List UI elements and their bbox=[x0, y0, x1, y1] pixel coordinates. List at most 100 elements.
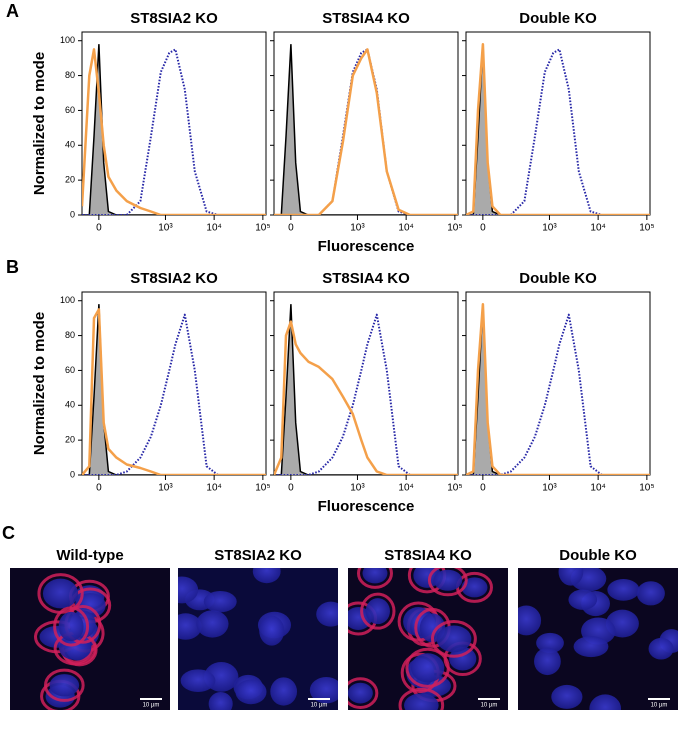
nucleus bbox=[589, 694, 622, 710]
scale-bar-label: 10 µm bbox=[311, 703, 328, 709]
scale-bar bbox=[140, 698, 162, 700]
nucleus bbox=[348, 682, 373, 704]
y-tick-label: 60 bbox=[65, 105, 75, 115]
cell-membrane bbox=[398, 687, 445, 710]
chart-title: ST8SIA4 KO bbox=[322, 10, 410, 27]
x-tick-label: 10⁴ bbox=[398, 223, 413, 234]
filled-histogram bbox=[274, 304, 458, 475]
nucleus bbox=[534, 647, 561, 676]
x-tick-label: 0 bbox=[96, 223, 102, 234]
nucleus bbox=[568, 589, 598, 610]
cells bbox=[34, 573, 112, 710]
x-tick-label: 0 bbox=[480, 483, 486, 494]
x-axis-label: Fluorescence bbox=[318, 498, 415, 515]
scale-bar-label: 10 µm bbox=[143, 703, 160, 709]
scale-bar-label: 10 µm bbox=[481, 703, 498, 709]
plot-frame bbox=[465, 31, 651, 216]
chart-title: Double KO bbox=[519, 270, 597, 287]
y-tick-label: 60 bbox=[65, 365, 75, 375]
cell-membrane bbox=[360, 592, 396, 630]
nucleus bbox=[178, 576, 199, 604]
y-tick-label: 80 bbox=[65, 70, 75, 80]
x-tick-label: 10⁴ bbox=[590, 483, 605, 494]
chart-title: Double KO bbox=[519, 10, 597, 27]
nucleus bbox=[58, 611, 84, 642]
y-tick-label: 0 bbox=[70, 209, 75, 219]
image-title: ST8SIA4 KO bbox=[384, 547, 472, 564]
nucleus bbox=[316, 601, 338, 627]
panel-label: B bbox=[6, 257, 19, 277]
y-tick-label: 100 bbox=[60, 295, 75, 305]
filled-histogram bbox=[82, 304, 266, 475]
y-tick-label: 100 bbox=[60, 35, 75, 45]
nucleus bbox=[309, 676, 338, 704]
x-tick-label: 0 bbox=[288, 223, 294, 234]
x-tick-label: 10⁴ bbox=[206, 223, 221, 234]
histogram-line bbox=[274, 48, 458, 215]
nucleus bbox=[203, 590, 237, 613]
x-tick-label: 10⁴ bbox=[398, 483, 413, 494]
scale-bar bbox=[308, 698, 330, 700]
nucleus bbox=[536, 632, 564, 654]
histogram-line bbox=[82, 48, 266, 215]
y-tick-label: 20 bbox=[65, 175, 75, 185]
x-tick-label: 10⁴ bbox=[590, 223, 605, 234]
x-tick-label: 10⁵ bbox=[639, 483, 654, 494]
nucleus bbox=[636, 581, 665, 606]
plot-frame bbox=[273, 291, 459, 476]
scale-bar bbox=[478, 698, 500, 700]
x-tick-label: 10⁵ bbox=[255, 483, 270, 494]
nucleus bbox=[461, 577, 488, 598]
nucleus bbox=[436, 625, 472, 653]
cell-membrane bbox=[405, 647, 450, 688]
histogram-line bbox=[466, 313, 650, 475]
nucleus bbox=[196, 610, 229, 638]
scale-bar bbox=[648, 698, 670, 700]
filled-histogram bbox=[82, 44, 266, 215]
x-tick-label: 10³ bbox=[158, 223, 173, 234]
chart-title: ST8SIA2 KO bbox=[130, 10, 218, 27]
x-tick-label: 10⁴ bbox=[206, 483, 221, 494]
panel-label: A bbox=[6, 1, 19, 21]
x-tick-label: 10³ bbox=[350, 223, 365, 234]
x-tick-label: 0 bbox=[96, 483, 102, 494]
histogram-line bbox=[466, 48, 650, 215]
nucleus bbox=[259, 615, 285, 646]
plot-frame bbox=[273, 31, 459, 216]
histogram-line bbox=[466, 42, 650, 215]
cell-membrane bbox=[357, 568, 393, 589]
cell-membrane bbox=[53, 606, 90, 647]
nucleus bbox=[648, 637, 674, 660]
image-title: Wild-type bbox=[56, 547, 123, 564]
y-tick-label: 0 bbox=[70, 469, 75, 479]
image-title: Double KO bbox=[559, 547, 637, 564]
cells bbox=[178, 568, 338, 710]
histogram-line bbox=[274, 48, 458, 215]
image-title: ST8SIA2 KO bbox=[214, 547, 302, 564]
filled-histogram bbox=[274, 44, 458, 215]
nucleus bbox=[518, 605, 542, 636]
nucleus bbox=[49, 674, 80, 697]
nucleus bbox=[449, 646, 477, 671]
x-tick-label: 10³ bbox=[158, 483, 173, 494]
nucleus bbox=[208, 692, 233, 710]
nucleus bbox=[551, 684, 583, 709]
cell-membrane bbox=[427, 568, 468, 597]
chart-title: ST8SIA2 KO bbox=[130, 270, 218, 287]
panel-label: C bbox=[2, 523, 15, 543]
x-tick-label: 0 bbox=[480, 223, 486, 234]
filled-histogram bbox=[466, 44, 650, 215]
nucleus bbox=[180, 669, 216, 692]
cells bbox=[518, 568, 678, 710]
x-tick-label: 10³ bbox=[542, 483, 557, 494]
y-tick-label: 40 bbox=[65, 400, 75, 410]
nucleus bbox=[252, 568, 281, 584]
cell-membrane bbox=[430, 619, 477, 658]
x-tick-label: 0 bbox=[288, 483, 294, 494]
histogram-line bbox=[466, 302, 650, 475]
plot-frame bbox=[81, 291, 267, 476]
nucleus bbox=[270, 677, 298, 706]
y-tick-label: 20 bbox=[65, 435, 75, 445]
chart-title: ST8SIA4 KO bbox=[322, 270, 410, 287]
